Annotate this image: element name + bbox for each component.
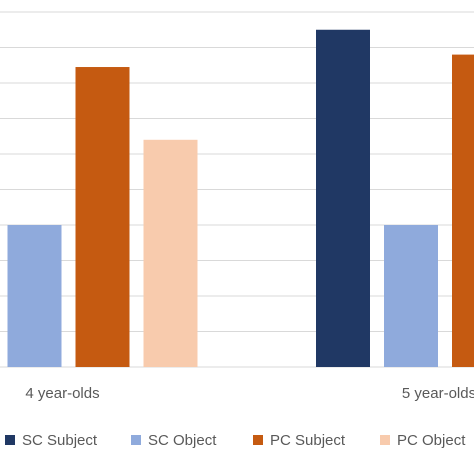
x-tick-label: 5 year-olds: [402, 385, 474, 402]
legend-label: PC Object: [397, 432, 466, 449]
bar: [452, 54, 474, 367]
x-tick-label: 4 year-olds: [25, 385, 99, 402]
bar: [75, 67, 130, 368]
legend-swatch: [5, 435, 15, 445]
bar: [316, 29, 370, 367]
legend-label: PC Subject: [270, 432, 346, 449]
legend-swatch: [131, 435, 141, 445]
bar: [7, 225, 62, 367]
bar: [143, 139, 198, 367]
legend-swatch: [253, 435, 263, 445]
legend-label: SC Object: [148, 432, 217, 449]
bar: [384, 225, 438, 367]
legend-label: SC Subject: [22, 432, 98, 449]
legend-swatch: [380, 435, 390, 445]
